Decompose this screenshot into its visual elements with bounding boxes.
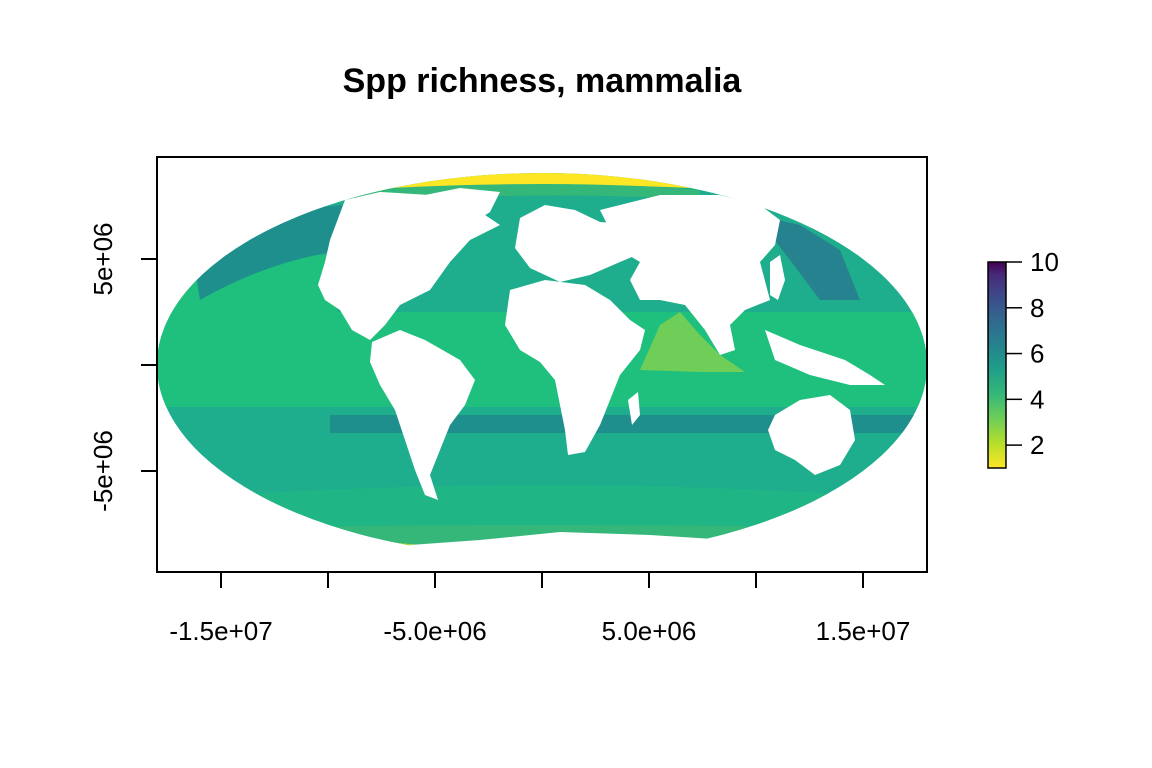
greenland-landmass [410,188,500,238]
maritime-asia-landmass [765,330,885,385]
legend-tick-label: 6 [1030,339,1044,369]
legend-colorbar [987,261,1007,469]
land-masses [318,188,885,560]
antarctica-landmass [410,532,730,560]
y-tick-label: 5e+06 [88,222,118,295]
madagascar-landmass [628,392,640,425]
x-tick-label: -1.5e+07 [169,616,272,646]
y-tick-label: -5e+06 [88,430,118,512]
africa-landmass [505,280,645,455]
y-axis: 5e+06 -5e+06 [88,222,158,512]
x-axis: -1.5e+07 -5.0e+06 5.0e+06 1.5e+07 [169,571,911,646]
australia-landmass [768,395,855,475]
legend-tick-label: 10 [1030,247,1059,277]
legend-tick-label: 2 [1030,430,1044,460]
legend-tick-label: 4 [1030,384,1044,414]
map-title: Spp richness, mammalia [343,62,743,100]
japan-landmass [770,255,785,300]
x-tick-label: 1.5e+07 [816,616,911,646]
x-tick-label: -5.0e+06 [383,616,486,646]
south-america-landmass [370,330,475,500]
legend-tick-label: 8 [1030,293,1044,323]
legend-ticks: 10 8 6 4 2 [1006,247,1059,460]
richness-legend: 10 8 6 4 2 [987,247,1059,469]
asia-landmass [600,195,780,355]
x-tick-label: 5.0e+06 [602,616,697,646]
